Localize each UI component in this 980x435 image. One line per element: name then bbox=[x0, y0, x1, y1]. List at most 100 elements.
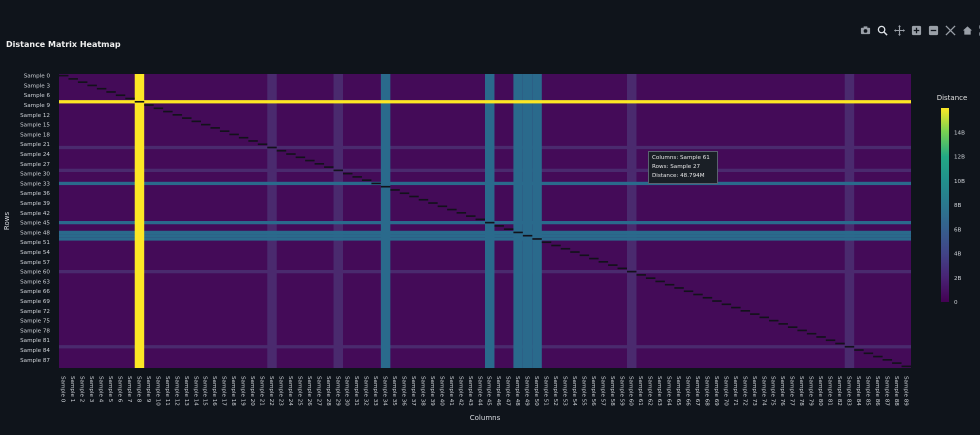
diagonal-cell bbox=[835, 342, 845, 345]
zoom-in-icon[interactable] bbox=[911, 25, 922, 36]
diagonal-cell bbox=[361, 179, 372, 181]
camera-icon[interactable] bbox=[860, 25, 871, 36]
x-tick-label: Sample 8 bbox=[135, 376, 141, 403]
x-tick-label: Sample 87 bbox=[883, 376, 889, 406]
y-tick-label: Sample 63 bbox=[20, 279, 50, 285]
colorbar-tick-label: 14B bbox=[954, 130, 965, 136]
y-tick-label: Sample 78 bbox=[20, 328, 50, 334]
high-distance-row bbox=[59, 100, 911, 104]
x-tick-label: Sample 40 bbox=[438, 376, 444, 406]
home-icon[interactable] bbox=[962, 25, 973, 36]
diagonal-cell bbox=[305, 159, 315, 162]
diagonal-cell bbox=[59, 74, 69, 77]
colorbar-tick-label: 4B bbox=[954, 252, 962, 258]
x-tick-label: Sample 1 bbox=[69, 376, 75, 403]
x-tick-label: Sample 25 bbox=[296, 376, 302, 406]
chart-title: Distance Matrix Heatmap bbox=[6, 40, 121, 49]
diagonal-cell bbox=[68, 78, 78, 80]
x-tick-label: Sample 66 bbox=[685, 376, 691, 406]
x-tick-label: Sample 63 bbox=[656, 376, 662, 406]
diagonal-cell bbox=[854, 349, 864, 351]
colorbar-ticks: 0 2B 4B 6B 8B 10B 12B 14B bbox=[954, 130, 965, 306]
x-tick-label: Sample 21 bbox=[259, 376, 265, 406]
diagonal-cell bbox=[721, 303, 732, 306]
y-tick-label: Sample 84 bbox=[20, 348, 50, 354]
x-tick-label: Sample 17 bbox=[221, 376, 227, 406]
high-distance-column bbox=[134, 74, 145, 368]
x-tick-label: Sample 51 bbox=[543, 376, 549, 406]
x-tick-label: Sample 65 bbox=[675, 376, 681, 406]
heatmap-cells[interactable] bbox=[59, 74, 911, 368]
x-tick-label: Sample 46 bbox=[495, 376, 501, 406]
y-tick-label: Sample 66 bbox=[20, 289, 50, 295]
x-tick-label: Sample 41 bbox=[448, 376, 454, 406]
diagonal-cell bbox=[248, 140, 258, 142]
x-tick-label: Sample 4 bbox=[98, 376, 104, 403]
diagonal-cell bbox=[201, 123, 211, 126]
high-distance-row bbox=[59, 230, 911, 235]
pan-icon[interactable] bbox=[894, 24, 905, 36]
x-tick-label: Sample 20 bbox=[249, 376, 255, 406]
y-tick-label: Sample 48 bbox=[20, 230, 50, 236]
y-tick-label: Sample 54 bbox=[20, 250, 50, 256]
diagonal-cell bbox=[598, 261, 609, 263]
high-distance-row bbox=[59, 234, 911, 238]
x-tick-label: Sample 14 bbox=[192, 376, 198, 406]
x-tick-label: Sample 52 bbox=[552, 376, 558, 406]
x-tick-label: Sample 76 bbox=[779, 376, 785, 406]
diagonal-cell bbox=[551, 244, 561, 247]
x-tick-label: Sample 79 bbox=[808, 376, 814, 406]
diagonal-cell bbox=[380, 185, 391, 188]
x-tick-label: Sample 0 bbox=[60, 376, 66, 403]
diagonal-cell bbox=[96, 87, 107, 90]
diagonal-cell bbox=[731, 306, 741, 309]
diagonal-cell bbox=[873, 355, 883, 358]
x-tick-label: Sample 27 bbox=[315, 376, 321, 406]
x-tick-label: Sample 49 bbox=[524, 376, 530, 406]
diagonal-cell bbox=[428, 202, 438, 204]
diagonal-cell bbox=[787, 326, 798, 328]
diagonal-cell bbox=[636, 274, 646, 276]
x-axis-ticks: Sample 0 Sample 1 Sample 2 Sample 3 Sample 4… bbox=[60, 376, 909, 406]
diagonal-cell bbox=[447, 208, 457, 211]
colorbar bbox=[941, 108, 949, 302]
diagonal-cell bbox=[163, 110, 173, 113]
y-tick-label: Sample 51 bbox=[20, 240, 50, 246]
zoom-out-icon[interactable] bbox=[928, 25, 939, 36]
hover-tooltip: Columns: Sample 61 Rows: Sample 27 Dista… bbox=[648, 151, 718, 184]
autoscale-icon[interactable] bbox=[945, 24, 956, 36]
modebar bbox=[860, 22, 980, 38]
diagonal-cell bbox=[286, 153, 296, 155]
x-tick-label: Sample 64 bbox=[666, 376, 672, 406]
diagonal-cell bbox=[882, 359, 893, 361]
diagonal-cell bbox=[608, 264, 618, 266]
diagonal-cell bbox=[664, 283, 675, 286]
diagonal-cell bbox=[314, 163, 325, 165]
x-tick-label: Sample 73 bbox=[751, 376, 757, 406]
x-tick-label: Sample 55 bbox=[580, 376, 586, 406]
y-tick-label: Sample 42 bbox=[20, 211, 50, 217]
diagonal-cell bbox=[485, 221, 495, 224]
y-tick-label: Sample 21 bbox=[20, 142, 50, 148]
diagonal-cell bbox=[750, 313, 760, 315]
diagonal-cell bbox=[333, 169, 343, 172]
x-tick-label: Sample 48 bbox=[514, 376, 520, 406]
x-tick-label: Sample 70 bbox=[722, 376, 728, 406]
x-tick-label: Sample 18 bbox=[230, 376, 236, 406]
y-axis-ticks: Sample 0 Sample 3 Sample 6 Sample 9 Sample 1… bbox=[20, 74, 50, 364]
x-tick-label: Sample 13 bbox=[183, 376, 189, 406]
y-tick-label: Sample 0 bbox=[24, 74, 51, 80]
diagonal-cell bbox=[229, 133, 239, 136]
x-tick-label: Sample 36 bbox=[401, 376, 407, 406]
zoom-icon[interactable] bbox=[877, 25, 888, 36]
y-tick-label: Sample 24 bbox=[20, 152, 50, 158]
x-tick-label: Sample 34 bbox=[382, 376, 388, 406]
x-tick-label: Sample 26 bbox=[306, 376, 312, 406]
diagonal-cell bbox=[191, 120, 201, 123]
x-tick-label: Sample 43 bbox=[467, 376, 473, 406]
diagonal-cell bbox=[503, 228, 514, 230]
x-tick-label: Sample 57 bbox=[599, 376, 605, 406]
x-tick-label: Sample 72 bbox=[741, 376, 747, 406]
diagonal-cell bbox=[645, 277, 656, 279]
